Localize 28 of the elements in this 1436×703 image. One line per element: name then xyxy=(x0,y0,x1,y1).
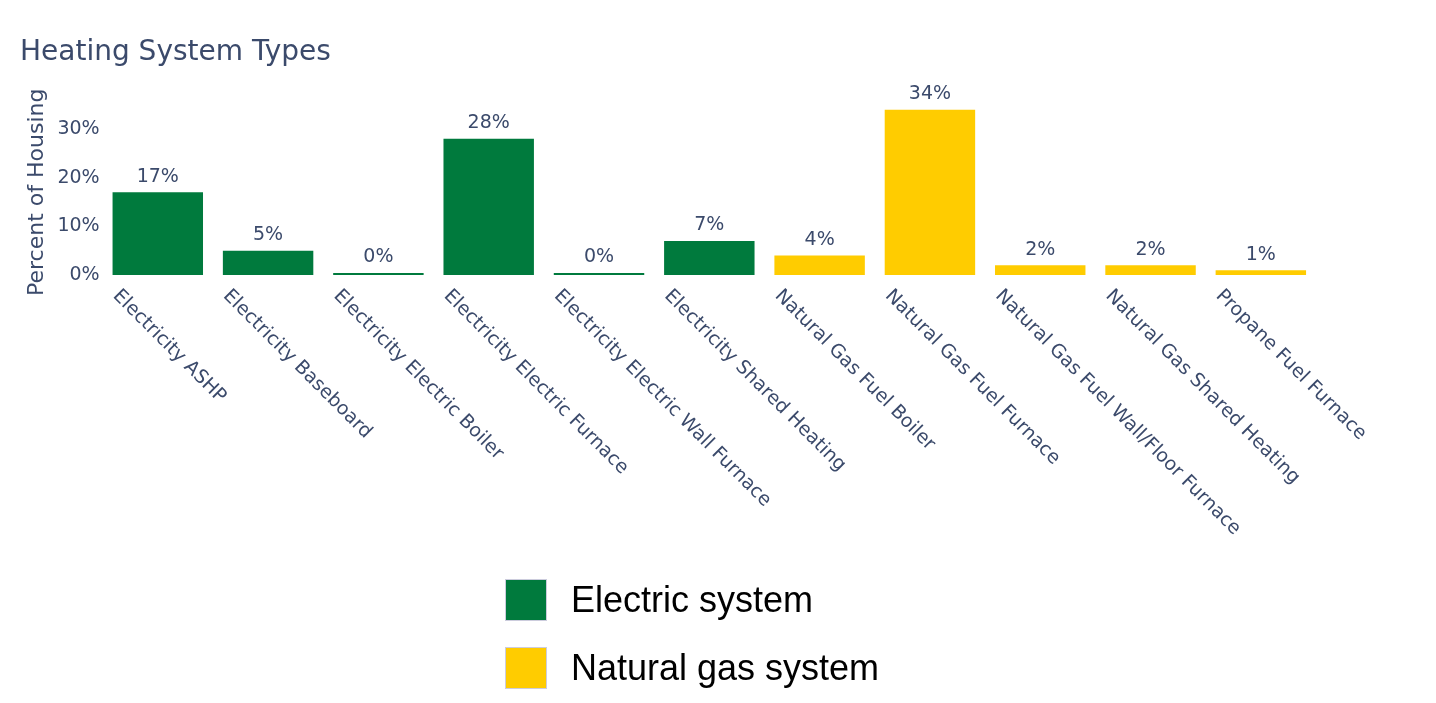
data-label: 2% xyxy=(1025,236,1056,259)
bar xyxy=(884,109,976,275)
data-label: 28% xyxy=(467,110,510,133)
data-label: 4% xyxy=(804,226,835,249)
y-axis-title: Percent of Housing xyxy=(22,88,48,296)
bar xyxy=(112,192,204,275)
bar xyxy=(1215,270,1307,275)
data-label: 2% xyxy=(1135,236,1166,259)
bar xyxy=(1105,265,1196,275)
legend-label: Natural gas system xyxy=(571,647,880,689)
y-tick-label: 30% xyxy=(57,116,100,138)
chart-title: Heating System Types xyxy=(20,34,331,68)
data-label: 34% xyxy=(908,81,952,104)
y-tick-label: 20% xyxy=(57,164,100,187)
bar xyxy=(664,240,755,275)
data-label: 17% xyxy=(136,163,179,186)
legend-label: Electric system xyxy=(571,579,814,621)
data-label: 0% xyxy=(583,244,615,267)
bar xyxy=(222,250,314,275)
data-label: 1% xyxy=(1245,241,1276,264)
bar xyxy=(995,265,1086,275)
data-label: 7% xyxy=(694,212,725,235)
data-label: 5% xyxy=(253,222,284,245)
y-tick-label: 0% xyxy=(69,261,100,284)
bar xyxy=(774,255,865,275)
y-tick-label: 10% xyxy=(57,213,100,236)
data-label: 0% xyxy=(363,244,394,267)
bar xyxy=(443,138,534,275)
